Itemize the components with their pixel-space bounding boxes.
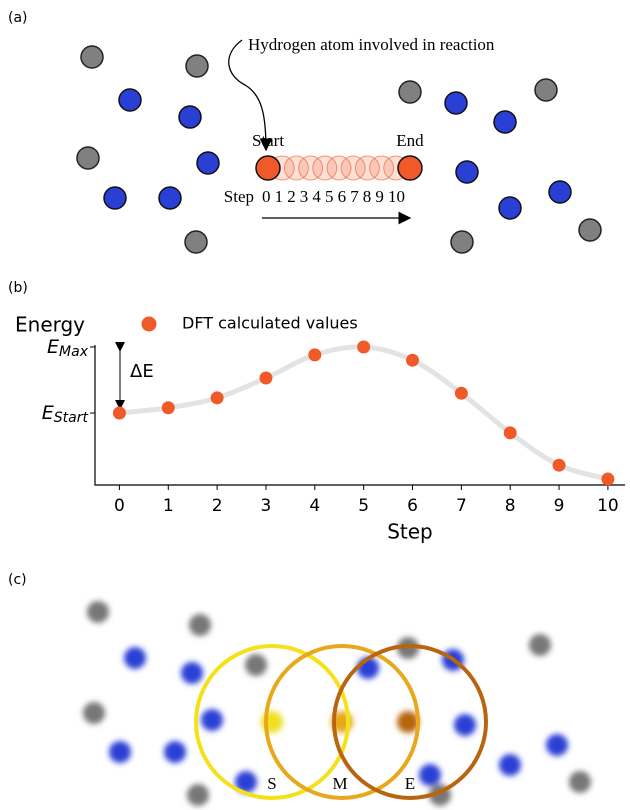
x-tick-label: 1 <box>163 496 174 516</box>
ring-m <box>264 644 420 800</box>
data-point <box>259 371 273 385</box>
annotation: Hydrogen atom involved in reaction <box>248 35 495 54</box>
step-number: 8 <box>363 187 372 206</box>
atoms <box>76 45 602 254</box>
end-label: End <box>396 131 424 150</box>
hydrogen-trail <box>269 155 409 181</box>
step-number: 0 <box>262 187 271 206</box>
x-tick-label: 7 <box>456 496 467 516</box>
data-point <box>406 353 420 367</box>
trail-circle <box>354 155 380 181</box>
panel-label: (c) <box>8 572 27 588</box>
step-number: 6 <box>338 187 347 206</box>
panel-label: (a) <box>8 10 28 26</box>
step-number: 7 <box>350 187 359 206</box>
data-point <box>357 340 371 354</box>
step-label: Step <box>224 187 254 206</box>
x-tick-label: 4 <box>309 496 320 516</box>
data-point <box>112 406 126 420</box>
y-axis-label: Energy <box>15 313 85 337</box>
annotation: ΔE <box>130 361 154 382</box>
start-label: Start <box>252 131 284 150</box>
trail-circle <box>298 155 324 181</box>
x-tick-label: 10 <box>597 496 619 516</box>
step-number: 4 <box>312 187 321 206</box>
step-number: 1 <box>275 187 284 206</box>
start-atom <box>255 155 281 181</box>
x-tick-label: 6 <box>407 496 418 516</box>
step-number: 9 <box>375 187 384 206</box>
step-number: 10 <box>388 187 405 206</box>
trail-circle <box>283 155 309 181</box>
step-number: 2 <box>287 187 296 206</box>
x-axis-label: Step <box>387 520 433 544</box>
ring-label: M <box>332 774 347 793</box>
panel-label: (b) <box>8 280 28 296</box>
data-point <box>601 472 615 486</box>
y-tick-label: EMax <box>47 335 89 360</box>
data-point <box>161 401 175 415</box>
trail-circle <box>340 155 366 181</box>
y-tick-label: EStart <box>42 402 89 427</box>
panel-c: (c) S M E <box>8 572 591 806</box>
data-point <box>308 348 322 362</box>
data-point <box>454 386 468 400</box>
x-tick-label: 0 <box>114 496 125 516</box>
trail-circle <box>312 155 338 181</box>
step-number: 5 <box>325 187 334 206</box>
annotation-arrow <box>228 39 273 152</box>
ring-label: S <box>267 774 276 793</box>
data-point <box>503 426 517 440</box>
step-number: 3 <box>300 187 309 206</box>
ring-e <box>332 644 488 800</box>
panel-a: (a) Hydrogen atom involved in reaction S… <box>8 10 602 254</box>
x-tick-label: 2 <box>212 496 223 516</box>
x-tick-label: 9 <box>554 496 565 516</box>
ring-label: E <box>405 774 415 793</box>
x-tick-label: 5 <box>358 496 369 516</box>
x-tick-label: 3 <box>261 496 272 516</box>
ring-s <box>194 644 350 800</box>
trail-circle <box>369 155 395 181</box>
legend-label: DFT calculated values <box>182 314 358 333</box>
legend-marker <box>141 316 157 332</box>
trail-circle <box>326 155 352 181</box>
data-point <box>552 458 566 472</box>
x-tick-label: 8 <box>505 496 516 516</box>
end-atom <box>397 155 423 181</box>
data-point <box>210 391 224 405</box>
fit-curve <box>119 344 609 482</box>
axes <box>94 345 625 486</box>
